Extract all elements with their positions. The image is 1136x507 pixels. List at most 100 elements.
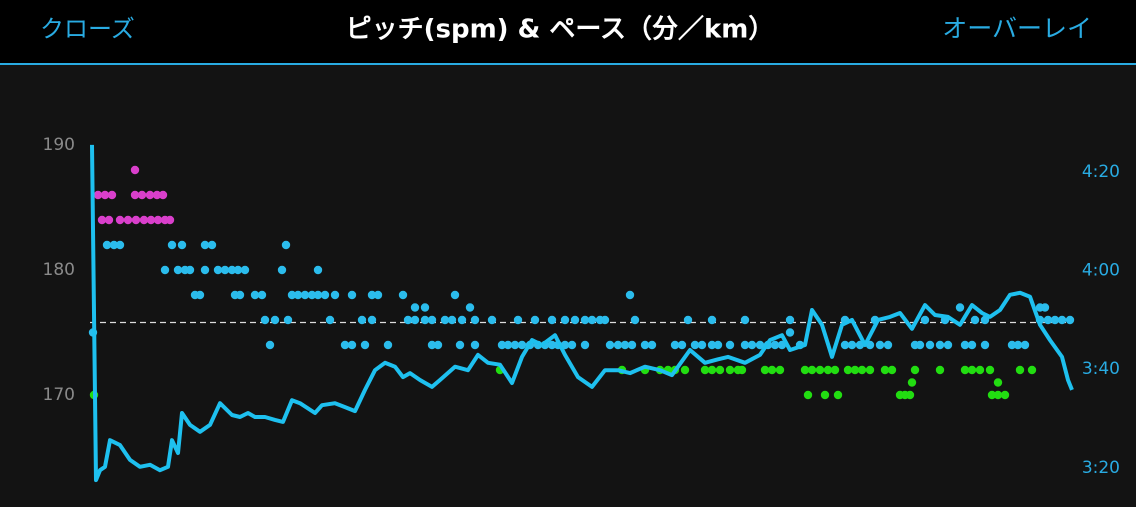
cadence-dot [513, 315, 523, 325]
cadence-dot [427, 340, 437, 350]
cadence-dot [145, 190, 155, 200]
cadence-dot [257, 290, 267, 300]
cadence-dot [803, 390, 813, 400]
cadence-dot [857, 365, 867, 375]
header-bar [0, 0, 1136, 64]
cadence-dot [967, 365, 977, 375]
cadence-dot [433, 340, 443, 350]
cadence-dot [347, 340, 357, 350]
cadence-dot [325, 315, 335, 325]
cadence-dot [227, 265, 237, 275]
close-button[interactable]: クローズ [40, 15, 135, 43]
cadence-dot [152, 190, 162, 200]
cadence-dot [823, 365, 833, 375]
cadence-dot [630, 315, 640, 325]
cadence-dot [935, 340, 945, 350]
cadence-dot [883, 340, 893, 350]
cadence-dot [770, 340, 780, 350]
cadence-dot [740, 340, 750, 350]
cadence-dot [1013, 340, 1023, 350]
cadence-dot [677, 340, 687, 350]
cadence-dot [427, 315, 437, 325]
cadence-dot [785, 328, 795, 337]
cadence-dot [1020, 340, 1030, 350]
cadence-dot [980, 315, 990, 325]
cadence-dot [737, 365, 747, 375]
cadence-dot [843, 365, 853, 375]
cadence-dot [600, 315, 610, 325]
cadence-dot [97, 215, 107, 225]
pace-line [90, 144, 1074, 483]
cadence-dot [865, 365, 875, 375]
cadence-dot [580, 315, 590, 325]
cadence-dot [265, 340, 275, 350]
cadence-dot [547, 340, 557, 350]
cadence-dot [847, 340, 857, 350]
cadence-dot [235, 290, 245, 300]
cadence-dot [605, 340, 615, 350]
cadence-dot [200, 265, 210, 275]
cadence-dot [313, 265, 323, 275]
cadence-dot [109, 240, 119, 250]
cadence-dot [690, 340, 700, 350]
cadence-dot [403, 315, 413, 325]
cadence-dot [547, 315, 557, 325]
cadence-dot [357, 315, 367, 325]
cadence-dot [760, 365, 770, 375]
cadence-dot [420, 315, 430, 325]
cadence-dot [785, 315, 795, 325]
cadence-dot [115, 215, 125, 225]
cadence-dot [587, 315, 597, 325]
cadence-dot [975, 365, 985, 375]
cadence-dot [497, 340, 507, 350]
cadence-dot [915, 340, 925, 350]
cadence-dot [330, 290, 340, 300]
cadence-dot [510, 340, 520, 350]
cadence-dot [1040, 303, 1050, 312]
cadence-dot [100, 190, 110, 200]
chart-title: ピッチ(spm) & ペース（分／km） [346, 15, 775, 45]
cadence-dot [277, 265, 287, 275]
cadence-dot [700, 365, 710, 375]
cadence-dot [725, 365, 735, 375]
cadence-dot [625, 290, 635, 300]
cadence-dot [281, 240, 291, 250]
cadence-dot [887, 365, 897, 375]
cadence-dot [220, 265, 230, 275]
y2-tick-label: 4:20 [1082, 162, 1120, 182]
cadence-dot [567, 340, 577, 350]
cadence-dot [340, 340, 350, 350]
cadence-dot [580, 340, 590, 350]
cadence-dot [740, 315, 750, 325]
cadence-dot [993, 390, 1003, 400]
cadence-dot [875, 340, 885, 350]
cadence-dot [1065, 315, 1075, 325]
cadence-dot [560, 315, 570, 325]
cadence-dot [647, 340, 657, 350]
cadence-dot [447, 315, 457, 325]
cadence-dot [697, 340, 707, 350]
cadence-dot [410, 315, 420, 325]
cadence-dot [130, 165, 140, 175]
cadence-dot [1057, 315, 1067, 325]
cadence-dot [880, 365, 890, 375]
cadence-dot [503, 340, 513, 350]
cadence-dot [260, 315, 270, 325]
cadence-dot [153, 215, 163, 225]
overlay-button[interactable]: オーバーレイ [942, 14, 1092, 43]
cadence-dot [993, 378, 1003, 387]
cadence-dot [613, 340, 623, 350]
cadence-dot [1015, 365, 1025, 375]
cadence-dot [807, 365, 817, 375]
cadence-dot [707, 315, 717, 325]
cadence-dot [707, 340, 717, 350]
cadence-dot [93, 190, 103, 200]
cadence-dot [1007, 340, 1017, 350]
cadence-dot [943, 340, 953, 350]
cadence-dot [725, 340, 735, 350]
cadence-dot [420, 303, 430, 312]
cadence-dot [465, 303, 475, 312]
cadence-dot [185, 265, 195, 275]
cadence-dot [300, 290, 310, 300]
